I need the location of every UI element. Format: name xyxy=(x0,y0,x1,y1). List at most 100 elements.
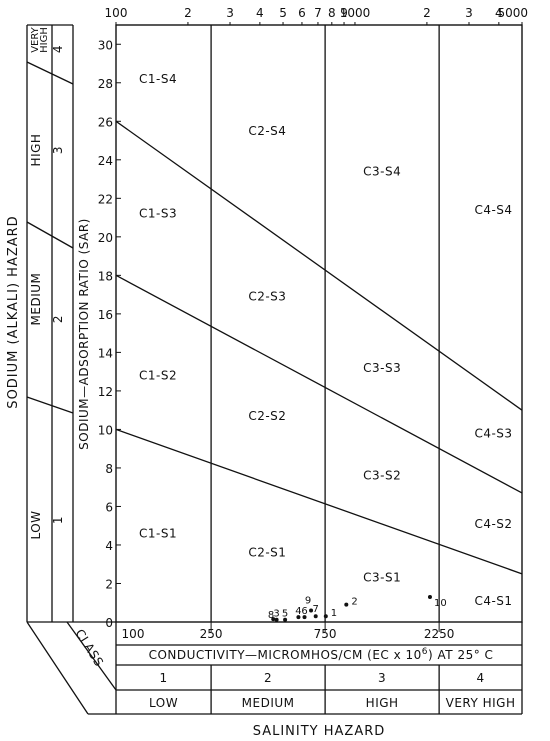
sodium-boundary-line xyxy=(115,428,523,575)
salinity-class-number: 1 xyxy=(159,671,167,685)
sodium-class-name: HIGH xyxy=(39,27,50,53)
sar-axis-tick-label: 8 xyxy=(105,462,113,476)
sample-label: 8 xyxy=(268,610,274,621)
sar-axis-tick-label: 6 xyxy=(105,500,113,514)
diagram-frame xyxy=(26,22,523,715)
sample-label: 1 xyxy=(331,608,337,619)
salinity-class-name: HIGH xyxy=(366,696,399,710)
conductivity-tick-label: 2250 xyxy=(424,627,455,641)
class-boundaries xyxy=(115,25,523,622)
region-label: C1-S3 xyxy=(139,207,177,221)
sample-label: 2 xyxy=(351,597,357,608)
top-axis-tick-label: 2 xyxy=(184,6,192,20)
sample-point xyxy=(296,615,301,620)
sodium-class-name: VERY xyxy=(30,26,41,52)
sodium-class-separator xyxy=(26,221,74,249)
conductivity-tick-label: 750 xyxy=(314,627,337,641)
sample-point xyxy=(313,614,318,619)
sodium-hazard-label: SODIUM (ALKALI) HAZARD xyxy=(6,215,21,408)
sample-point xyxy=(283,617,288,622)
conductivity-unit-tail: ) AT 25° C xyxy=(428,648,493,662)
salinity-class-name: MEDIUM xyxy=(242,696,295,710)
sample-point xyxy=(309,608,314,613)
conductivity-axis-label: CONDUCTIVITY—MICROMHOS/CM (EC x 106) AT … xyxy=(149,647,494,662)
salinity-class-number: 4 xyxy=(476,671,484,685)
class-connector-outer xyxy=(26,621,89,715)
sar-axis-label: SODIUM—ADSORPTION RATIO (SAR) xyxy=(77,218,91,450)
class-connector-inner xyxy=(66,621,117,691)
sample-points xyxy=(271,594,432,622)
top-axis-tick-label: 100 xyxy=(105,6,128,20)
top-axis-tick-label: 8 xyxy=(328,6,336,20)
sample-label: 5 xyxy=(282,609,288,620)
sample-point xyxy=(323,614,328,619)
sodium-boundary-line xyxy=(115,120,523,411)
sar-axis-tick-label: 26 xyxy=(98,115,113,129)
sar-axis-tick-label: 30 xyxy=(98,38,113,52)
conductivity-unit-exponent: 6 xyxy=(422,647,428,657)
top-axis-tick-label: 2 xyxy=(423,6,431,20)
sample-label: 4 xyxy=(295,606,301,617)
sample-point xyxy=(302,615,307,620)
region-label: C2-S4 xyxy=(248,124,286,138)
salinity-class-name: VERY HIGH xyxy=(446,696,516,710)
region-label: C4-S1 xyxy=(474,594,512,608)
sodium-class-separator xyxy=(26,61,74,85)
sar-axis-tick-label: 2 xyxy=(105,577,113,591)
top-axis-tick-label: 1000 xyxy=(340,6,371,20)
region-label: C4-S4 xyxy=(474,203,512,217)
sample-label: 6 xyxy=(301,606,307,617)
conductivity-tick-label: 100 xyxy=(122,627,145,641)
region-label: C2-S1 xyxy=(248,546,286,560)
sample-point xyxy=(344,602,349,607)
sar-axis-tick-label: 22 xyxy=(98,192,113,206)
sodium-class-number: 2 xyxy=(51,315,65,323)
sar-axis-tick-label: 28 xyxy=(98,77,113,91)
salinity-class-name: LOW xyxy=(149,696,178,710)
conductivity-tick-label: 250 xyxy=(200,627,223,641)
region-label: C2-S2 xyxy=(248,409,286,423)
salinity-class-number: 3 xyxy=(378,671,386,685)
top-axis-tick-label: 5 xyxy=(279,6,287,20)
sodium-class-name: MEDIUM xyxy=(29,273,43,326)
sar-axis-tick-label: 4 xyxy=(105,539,113,553)
sar-axis-tick-label: 24 xyxy=(98,154,113,168)
region-label: C2-S3 xyxy=(248,290,286,304)
region-label: C3-S1 xyxy=(363,571,401,585)
sodium-boundary-line xyxy=(115,274,523,494)
region-label: C1-S4 xyxy=(139,72,177,86)
sar-axis-tick-label: 20 xyxy=(98,231,113,245)
salinity-hazard-label: SALINITY HAZARD xyxy=(253,724,386,739)
sar-axis-tick-label: 0 xyxy=(105,616,113,630)
plot-frame xyxy=(115,24,523,623)
sodium-class-name: HIGH xyxy=(29,134,43,167)
top-axis-tick-label: 9 xyxy=(340,6,348,20)
sar-axis-tick-label: 16 xyxy=(98,308,113,322)
sample-label: 10 xyxy=(434,598,447,609)
sar-axis-tick-label: 14 xyxy=(98,346,113,360)
sample-point xyxy=(271,617,276,622)
region-label: C4-S3 xyxy=(474,426,512,440)
region-label: C3-S4 xyxy=(363,164,401,178)
sample-label: 3 xyxy=(273,609,279,620)
sample-label: 9 xyxy=(305,595,311,606)
sodium-class-number: 3 xyxy=(51,146,65,154)
sar-axis-tick-label: 10 xyxy=(98,423,113,437)
sar-axis-tick-label: 18 xyxy=(98,269,113,283)
sample-point xyxy=(274,617,279,622)
region-label: C1-S1 xyxy=(139,526,177,540)
sodium-class-number: 1 xyxy=(51,516,65,524)
sar-axis-tick-label: 12 xyxy=(98,385,113,399)
region-label: C1-S2 xyxy=(139,368,177,382)
top-axis-tick-label: 4 xyxy=(256,6,264,20)
sodium-class-separator xyxy=(26,396,74,414)
region-label: C4-S2 xyxy=(474,517,512,531)
sodium-class-name: LOW xyxy=(29,510,43,539)
top-axis-tick-label: 5000 xyxy=(497,6,528,20)
top-axis-tick-label: 6 xyxy=(298,6,306,20)
sodium-class-number: 4 xyxy=(51,45,65,53)
top-axis-tick-label: 3 xyxy=(465,6,473,20)
salinity-class-number: 2 xyxy=(264,671,272,685)
